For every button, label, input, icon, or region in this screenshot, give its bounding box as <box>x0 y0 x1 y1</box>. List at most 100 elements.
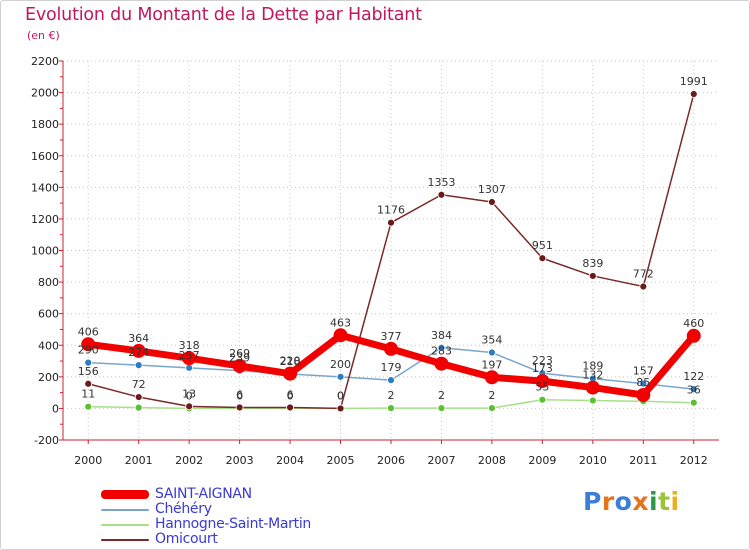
data-label: 354 <box>481 334 502 347</box>
series-0-point <box>384 341 398 356</box>
data-label: 1991 <box>680 75 708 88</box>
legend-label: SAINT-AIGNAN <box>155 486 252 502</box>
series-1-point <box>488 348 496 357</box>
legend-label: Chéhéry <box>155 501 212 517</box>
x-tick-label: 2001 <box>125 454 153 467</box>
series-2-point <box>488 404 496 413</box>
y-tick-label: 1600 <box>31 150 59 163</box>
series-3-point <box>689 90 698 98</box>
series-3-point <box>336 404 345 413</box>
data-label: 406 <box>78 325 99 338</box>
data-label: 0 <box>186 389 193 402</box>
series-0-point <box>484 370 499 385</box>
series-1-point <box>387 376 395 385</box>
series-1-point <box>689 385 698 394</box>
logo-letter: x <box>632 487 649 516</box>
y-tick-label: 1800 <box>31 118 59 131</box>
logo-letter: r <box>601 487 615 516</box>
data-label: 122 <box>683 370 704 383</box>
data-label: 463 <box>330 316 351 329</box>
x-tick-label: 2010 <box>579 454 607 467</box>
legend-swatch <box>101 538 149 541</box>
data-label: 72 <box>132 378 146 391</box>
data-label: 2 <box>438 389 445 402</box>
logo-letter: i <box>670 487 680 516</box>
series-3-point <box>538 254 547 263</box>
data-label: 460 <box>683 317 704 330</box>
series-2-point <box>387 404 395 413</box>
series-3-point <box>286 403 294 412</box>
legend-label: Hannogne-Saint-Martin <box>155 516 311 532</box>
series-3-point <box>639 282 648 291</box>
series-3-point <box>437 190 446 199</box>
series-0-point <box>182 351 197 366</box>
series-0-point <box>283 366 298 381</box>
x-tick-label: 2008 <box>478 454 506 467</box>
data-label: 223 <box>532 354 553 367</box>
data-label: 36 <box>687 384 701 397</box>
data-label: 239 <box>229 352 250 365</box>
data-label: 85 <box>636 376 650 389</box>
series-0-point <box>131 343 146 358</box>
x-tick-label: 2011 <box>629 454 657 467</box>
series-3-point <box>134 393 143 401</box>
data-label: 132 <box>582 369 603 382</box>
series-2-point <box>437 404 446 413</box>
series-0-point <box>333 328 348 343</box>
y-tick-label: 1400 <box>31 181 59 194</box>
y-tick-label: 0 <box>52 402 59 415</box>
data-label: 290 <box>78 344 99 357</box>
data-label: 218 <box>280 355 301 368</box>
y-tick-label: 1200 <box>31 213 59 226</box>
y-tick-label: -200 <box>34 434 59 447</box>
data-label: 197 <box>481 358 502 371</box>
y-tick-label: 1000 <box>31 245 59 258</box>
legend-label: Omicourt <box>155 531 218 547</box>
series-3-point <box>84 379 93 388</box>
legend-swatch <box>101 523 149 526</box>
series-0-point <box>585 380 600 395</box>
series-1-point <box>134 361 143 370</box>
series-2-point <box>84 402 93 411</box>
data-label: 2 <box>488 389 495 402</box>
data-label: 189 <box>582 360 603 373</box>
x-tick-label: 2000 <box>74 454 102 467</box>
series-0-point <box>636 387 651 402</box>
series-2-point <box>134 403 143 412</box>
data-label: 173 <box>532 362 553 375</box>
data-label: 11 <box>81 388 95 401</box>
series-1-point <box>84 358 93 367</box>
data-label: 179 <box>381 361 402 374</box>
data-label: 274 <box>128 346 149 359</box>
data-label: 13 <box>182 387 196 400</box>
series-1-point <box>185 363 194 372</box>
data-label: 384 <box>431 329 452 342</box>
data-label: 156 <box>78 365 99 378</box>
series-2-point <box>689 398 698 407</box>
data-label: 283 <box>431 345 452 358</box>
data-label: 220 <box>280 355 301 368</box>
data-label: 257 <box>179 349 200 362</box>
proxiti-logo: Proxiti <box>583 487 680 516</box>
chart-subtitle: (en €) <box>27 29 60 42</box>
data-label: 1176 <box>377 204 405 217</box>
logo-letter: o <box>614 487 633 516</box>
x-tick-label: 2007 <box>427 454 455 467</box>
data-label: 6 <box>236 388 243 401</box>
logo-letter: t <box>658 487 671 516</box>
logo-letter: i <box>649 487 659 516</box>
y-tick-label: 200 <box>38 371 59 384</box>
data-label: 0 <box>337 389 344 402</box>
series-1-point <box>639 379 648 388</box>
legend-swatch <box>101 490 149 499</box>
data-label: 269 <box>229 347 250 360</box>
x-tick-label: 2012 <box>680 454 708 467</box>
data-label: 0 <box>236 389 243 402</box>
series-0-point <box>535 374 550 389</box>
series-1-point <box>437 343 446 352</box>
x-tick-label: 2003 <box>226 454 254 467</box>
data-label: 157 <box>633 365 654 378</box>
data-label: 6 <box>287 388 294 401</box>
x-tick-label: 2006 <box>377 454 405 467</box>
